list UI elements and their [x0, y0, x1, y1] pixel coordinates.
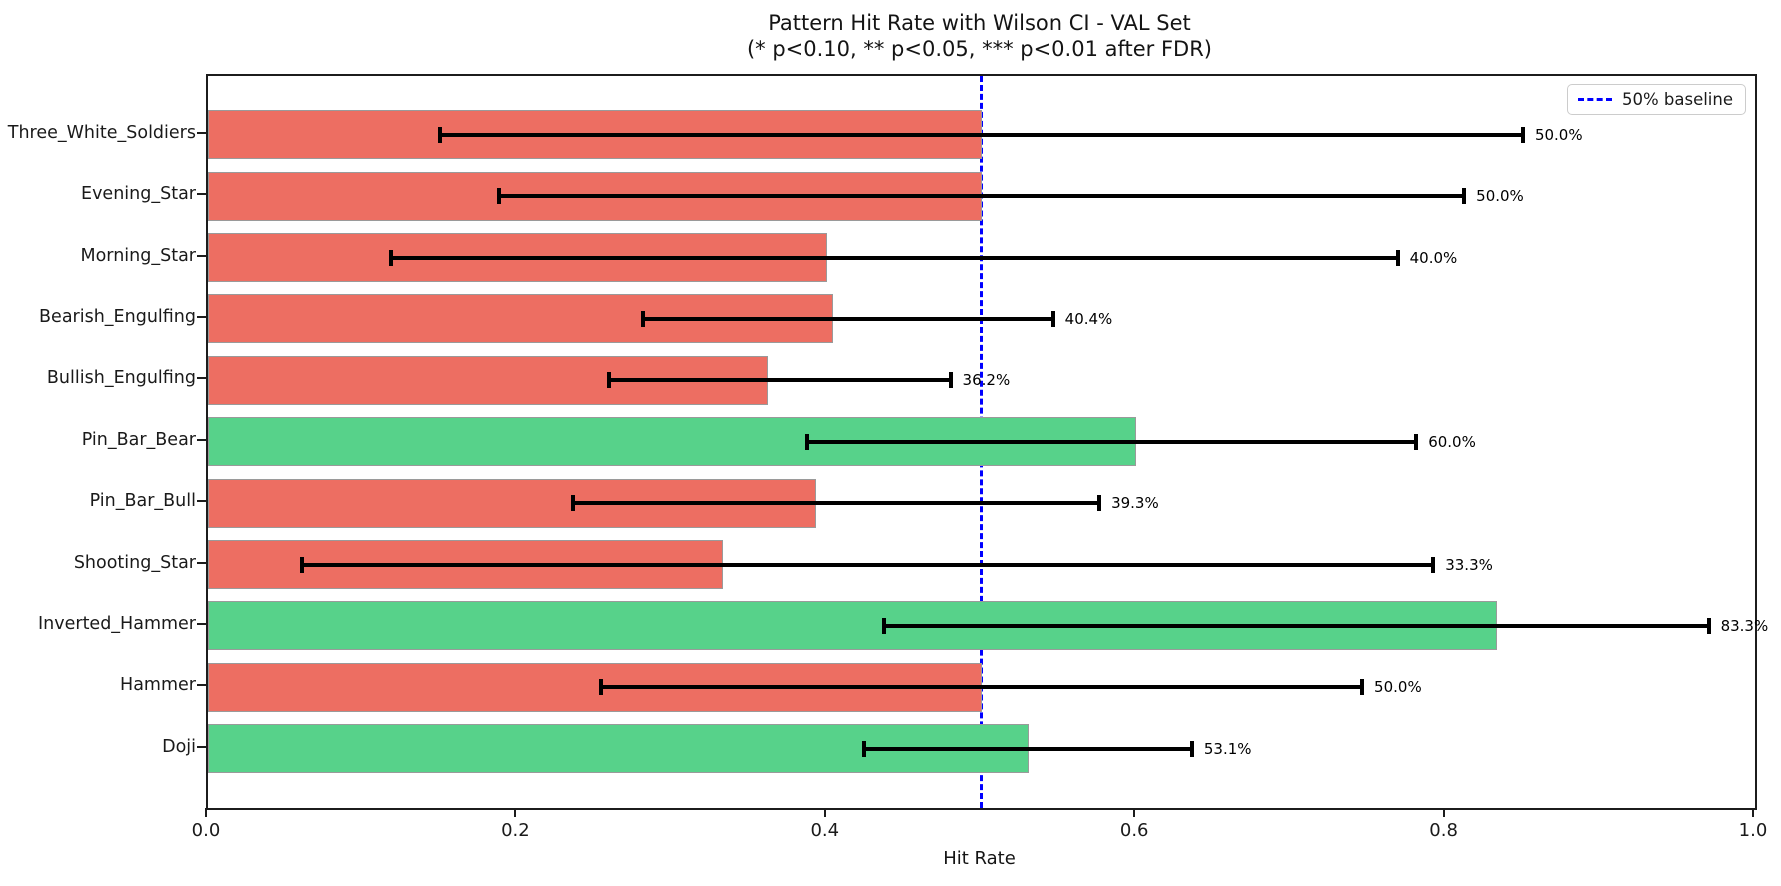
- ytick-label-Morning_Star: Morning_Star: [80, 245, 197, 266]
- value-label-Doji: 53.1%: [1203, 739, 1252, 758]
- error-cap-low-Pin_Bar_Bear: [804, 433, 809, 450]
- ytick-Shooting_Star: [197, 561, 206, 564]
- chart-subtitle: (* p<0.10, ** p<0.05, *** p<0.01 after F…: [746, 37, 1213, 62]
- error-cap-low-Three_White_Soldiers: [438, 126, 443, 143]
- xtick-0.8: [1442, 808, 1445, 817]
- ytick-Pin_Bar_Bear: [197, 438, 206, 441]
- legend: 50% baseline: [1566, 84, 1746, 115]
- ytick-label-Doji: Doji: [162, 736, 196, 757]
- error-bar-Bullish_Engulfing: [608, 378, 951, 383]
- value-label-Evening_Star: 50.0%: [1476, 187, 1524, 206]
- ytick-Bullish_Engulfing: [197, 377, 206, 380]
- error-bar-Three_White_Soldiers: [440, 132, 1523, 137]
- xtick-label-0.8: 0.8: [1429, 820, 1458, 841]
- error-cap-low-Bearish_Engulfing: [640, 310, 645, 327]
- error-bar-Morning_Star: [390, 255, 1398, 260]
- xtick-label-0.2: 0.2: [501, 820, 530, 841]
- value-label-Hammer: 50.0%: [1374, 678, 1422, 697]
- error-bar-Shooting_Star: [302, 562, 1434, 567]
- xtick-0.6: [1133, 808, 1136, 817]
- ytick-Morning_Star: [197, 254, 206, 257]
- ytick-Doji: [197, 745, 206, 748]
- ytick-label-Shooting_Star: Shooting_Star: [73, 552, 196, 573]
- value-label-Pin_Bar_Bear: 60.0%: [1428, 432, 1476, 451]
- error-cap-high-Hammer: [1360, 679, 1365, 696]
- value-label-Pin_Bar_Bull: 39.3%: [1111, 494, 1159, 513]
- ytick-label-Bullish_Engulfing: Bullish_Engulfing: [46, 368, 196, 389]
- legend-label: 50% baseline: [1621, 90, 1733, 109]
- error-bar-Pin_Bar_Bear: [806, 439, 1417, 444]
- error-cap-low-Bullish_Engulfing: [606, 372, 611, 389]
- error-cap-low-Shooting_Star: [300, 556, 305, 573]
- ytick-label-Pin_Bar_Bear: Pin_Bar_Bear: [81, 429, 196, 450]
- xtick-label-1.0: 1.0: [1738, 820, 1768, 841]
- error-bar-Inverted_Hammer: [884, 623, 1709, 628]
- chart-title: Pattern Hit Rate with Wilson CI - VAL Se…: [768, 11, 1191, 35]
- ytick-Evening_Star: [197, 193, 206, 196]
- xtick-label-0.0: 0.0: [191, 820, 221, 841]
- error-cap-high-Pin_Bar_Bull: [1097, 495, 1102, 512]
- ytick-Inverted_Hammer: [197, 622, 206, 625]
- x-axis-label: Hit Rate: [943, 848, 1016, 869]
- xtick-0.4: [823, 808, 826, 817]
- error-cap-low-Pin_Bar_Bull: [571, 495, 576, 512]
- ytick-Three_White_Soldiers: [197, 131, 206, 134]
- value-label-Inverted_Hammer: 83.3%: [1720, 616, 1769, 635]
- error-cap-high-Shooting_Star: [1431, 556, 1436, 573]
- error-cap-high-Three_White_Soldiers: [1520, 126, 1525, 143]
- xtick-label-0.6: 0.6: [1119, 820, 1149, 841]
- error-cap-high-Doji: [1189, 740, 1194, 757]
- error-cap-high-Bullish_Engulfing: [948, 372, 953, 389]
- error-bar-Pin_Bar_Bull: [573, 501, 1100, 506]
- value-label-Shooting_Star: 33.3%: [1445, 555, 1493, 574]
- error-cap-high-Evening_Star: [1462, 188, 1467, 205]
- ytick-label-Bearish_Engulfing: Bearish_Engulfing: [39, 306, 196, 327]
- ytick-label-Inverted_Hammer: Inverted_Hammer: [38, 613, 196, 634]
- error-bar-Bearish_Engulfing: [642, 316, 1053, 321]
- ytick-label-Hammer: Hammer: [120, 675, 196, 696]
- error-cap-low-Doji: [861, 740, 866, 757]
- value-label-Bearish_Engulfing: 40.4%: [1064, 309, 1113, 328]
- plot-area: 50% baseline 50.0% 50.0% 40.0% 40.4% 36.2% 60…: [206, 74, 1768, 810]
- chart-title-block: Pattern Hit Rate with Wilson CI - VAL Se…: [206, 10, 1753, 63]
- value-label-Morning_Star: 40.0%: [1409, 248, 1458, 267]
- value-label-Bullish_Engulfing: 36.2%: [962, 371, 1011, 390]
- error-cap-high-Morning_Star: [1395, 249, 1400, 266]
- error-cap-high-Inverted_Hammer: [1706, 617, 1711, 634]
- error-cap-high-Bearish_Engulfing: [1050, 310, 1055, 327]
- value-label-Three_White_Soldiers: 50.0%: [1534, 125, 1583, 144]
- xtick-0.2: [514, 808, 517, 817]
- error-cap-high-Pin_Bar_Bear: [1414, 433, 1419, 450]
- error-cap-low-Morning_Star: [388, 249, 393, 266]
- error-bar-Hammer: [600, 685, 1363, 690]
- ytick-Bearish_Engulfing: [197, 315, 206, 318]
- ytick-label-Evening_Star: Evening_Star: [81, 184, 196, 205]
- error-cap-low-Hammer: [598, 679, 603, 696]
- legend-dashed-line-icon: [1577, 98, 1612, 101]
- error-bar-Evening_Star: [498, 194, 1465, 199]
- ytick-Pin_Bar_Bull: [197, 500, 206, 503]
- ytick-label-Pin_Bar_Bull: Pin_Bar_Bull: [89, 491, 196, 512]
- xtick-0.0: [205, 808, 207, 817]
- xtick-label-0.4: 0.4: [810, 820, 840, 841]
- error-cap-low-Evening_Star: [496, 188, 501, 205]
- xtick-1.0: [1752, 808, 1754, 817]
- error-cap-low-Inverted_Hammer: [882, 617, 887, 634]
- ytick-Hammer: [197, 684, 206, 687]
- ytick-label-Three_White_Soldiers: Three_White_Soldiers: [7, 122, 196, 143]
- error-bar-Doji: [863, 746, 1192, 751]
